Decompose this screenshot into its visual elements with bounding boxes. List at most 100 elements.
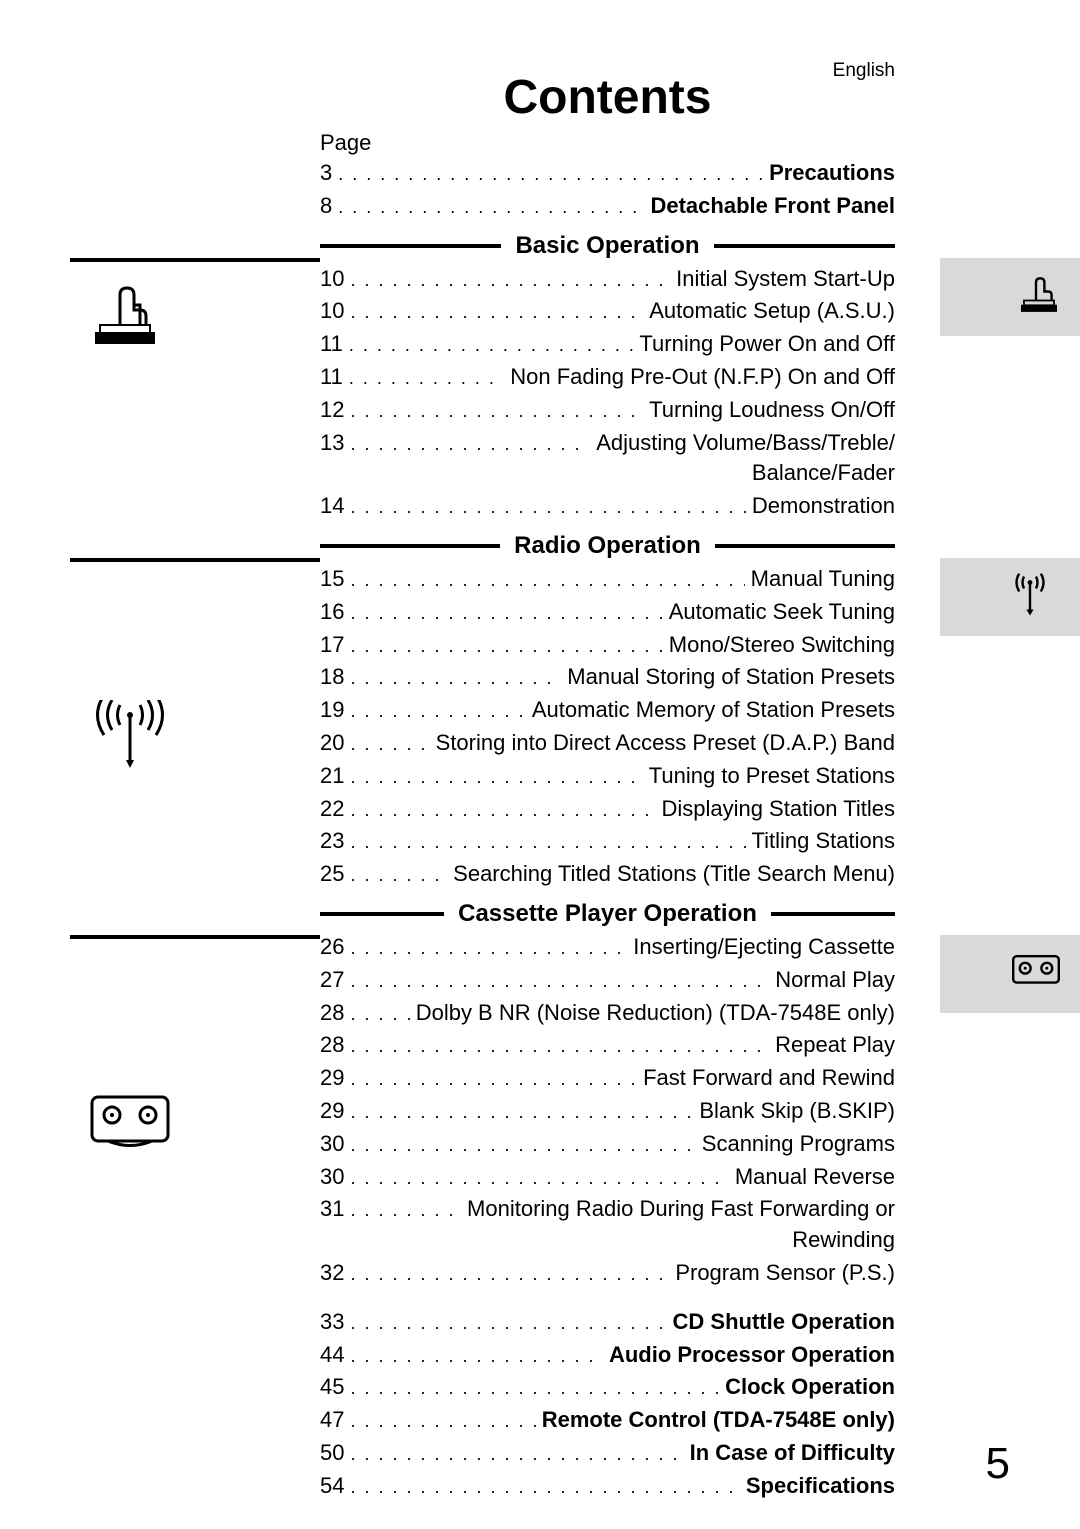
toc-title: In Case of Difficulty (684, 1438, 895, 1469)
divider-ext-basic (70, 258, 320, 262)
toc-dots: . . . . . . . . . . . . . . . . . . . . … (350, 1166, 728, 1191)
toc-dots: . . . . . . . . . . . . . . . . . . . . … (350, 1442, 683, 1467)
side-tab-cassette (940, 935, 1080, 1013)
toc-dots: . . . . . . . . . . . . . . . . . . . . … (350, 1475, 739, 1500)
toc-title: Fast Forward and Rewind (637, 1063, 895, 1094)
toc-dots: . . . . . . . . . . . . . . . . . . . . … (350, 432, 590, 457)
toc-dots: . . . . . . . . . . . . . . . . . . . . … (350, 936, 627, 961)
toc-title: Tuning to Preset Stations (643, 761, 895, 792)
page-title: Contents (320, 70, 895, 125)
toc-page-number: 29 (320, 1063, 350, 1094)
section-heading: Cassette Player Operation (444, 900, 771, 928)
toc-dots: . . . . . . . . . . . . . . . . . . . . … (350, 1376, 719, 1401)
toc-title: Precautions (763, 158, 895, 189)
divider-ext-radio (70, 558, 320, 562)
toc-title: Inserting/Ejecting Cassette (627, 932, 895, 963)
toc-title: Turning Loudness On/Off (643, 395, 895, 426)
toc-dots: . . . . . . . . . . . . . . . . . . . . … (350, 268, 670, 293)
toc-page-number: 16 (320, 597, 350, 628)
toc-title: Remote Control (TDA-7548E only) (536, 1405, 895, 1436)
section-divider: Cassette Player Operation (320, 900, 895, 928)
toc-dots: . . . . . . . . . . . . . . . . . . . . … (350, 1002, 409, 1027)
toc-dots: . . . . . . . . . . . . . . . . . . . . … (350, 601, 662, 626)
toc-page-number: 20 (320, 728, 350, 759)
toc-entry: 47. . . . . . . . . . . . . . . . . . . … (320, 1405, 895, 1436)
toc-dots: . . . . . . . . . . . . . . . . . . . . … (350, 634, 662, 659)
toc-page-number: 19 (320, 695, 350, 726)
toc-title: Titling Stations (746, 826, 895, 857)
toc-entry: 23. . . . . . . . . . . . . . . . . . . … (320, 826, 895, 857)
toc-page-number: 54 (320, 1471, 350, 1502)
toc-dots: . . . . . . . . . . . . . . . . . . . . … (350, 699, 525, 724)
toc-dots: . . . . . . . . . . . . . . . . . . . . … (350, 1100, 693, 1125)
toc-entry: 20. . . . . . . . . . . . . . . . . . . … (320, 728, 895, 759)
toc-title: Automatic Setup (A.S.U.) (643, 296, 895, 327)
toc-entry: 14. . . . . . . . . . . . . . . . . . . … (320, 491, 895, 522)
toc-entry: 21. . . . . . . . . . . . . . . . . . . … (320, 761, 895, 792)
toc-dots: . . . . . . . . . . . . . . . . . . . . … (350, 300, 643, 325)
toc-entry: 13. . . . . . . . . . . . . . . . . . . … (320, 428, 895, 490)
toc-title: Mono/Stereo Switching (663, 630, 895, 661)
toc-entry: 11. . . . . . . . . . . . . . . . . . . … (320, 329, 895, 360)
toc-page-number: 26 (320, 932, 350, 963)
toc-page-number: 23 (320, 826, 350, 857)
toc-title: Dolby B NR (Noise Reduction) (TDA-7548E … (410, 998, 895, 1029)
toc-dots: . . . . . . . . . . . . . . . . . . . . … (350, 1344, 602, 1369)
toc-entry: 12. . . . . . . . . . . . . . . . . . . … (320, 395, 895, 426)
toc-page-number: 44 (320, 1340, 350, 1371)
toc-page-number: 30 (320, 1129, 350, 1160)
toc-page-number: 21 (320, 761, 350, 792)
toc-title: Clock Operation (719, 1372, 895, 1403)
section-heading: Basic Operation (501, 232, 713, 260)
hand-press-icon (1018, 274, 1060, 321)
toc-title: Manual Storing of Station Presets (561, 662, 895, 693)
divider-bar (715, 544, 895, 548)
section-heading: Radio Operation (500, 532, 715, 560)
language-label: English (833, 60, 895, 82)
toc-entry: 28. . . . . . . . . . . . . . . . . . . … (320, 998, 895, 1029)
toc-dots: . . . . . . . . . . . . . . . . . . . . … (349, 366, 504, 391)
toc-page-number: 27 (320, 965, 350, 996)
toc-page-number: 8 (320, 191, 338, 222)
toc-dots: . . . . . . . . . . . . . . . . . . . . … (350, 1133, 695, 1158)
toc-entry: 26. . . . . . . . . . . . . . . . . . . … (320, 932, 895, 963)
page: English Contents Page 3. . . . . . . . .… (0, 0, 1080, 1529)
divider-bar (320, 244, 501, 248)
hand-press-icon-main (90, 280, 160, 355)
toc-entry: 8. . . . . . . . . . . . . . . . . . . .… (320, 191, 895, 222)
toc-entry: 33. . . . . . . . . . . . . . . . . . . … (320, 1307, 895, 1338)
cassette-icon (1012, 955, 1060, 993)
toc-page-number: 47 (320, 1405, 350, 1436)
toc-page-number: 3 (320, 158, 338, 189)
content-column: English Contents Page 3. . . . . . . . .… (320, 60, 895, 1503)
toc-title: Automatic Seek Tuning (663, 597, 895, 628)
toc-page-number: 11 (320, 329, 349, 360)
toc-title: Automatic Memory of Station Presets (526, 695, 895, 726)
toc-dots: . . . . . . . . . . . . . . . . . . . . … (350, 798, 655, 823)
toc-page-number: 45 (320, 1372, 350, 1403)
toc-dots: . . . . . . . . . . . . . . . . . . . . … (350, 732, 429, 757)
divider-bar (771, 912, 895, 916)
toc-entry: 45. . . . . . . . . . . . . . . . . . . … (320, 1372, 895, 1403)
toc-title: Specifications (740, 1471, 895, 1502)
toc-dots: . . . . . . . . . . . . . . . . . . . . … (338, 162, 763, 187)
toc-page-number: 28 (320, 998, 350, 1029)
toc-title: Manual Tuning (745, 564, 895, 595)
toc-title: Initial System Start-Up (670, 264, 895, 295)
toc-dots: . . . . . . . . . . . . . . . . . . . . … (350, 1409, 535, 1434)
toc-dots: . . . . . . . . . . . . . . . . . . . . … (350, 568, 744, 593)
toc-page-number: 32 (320, 1258, 350, 1289)
toc-page-number: 31 (320, 1194, 350, 1225)
toc-entry: 10. . . . . . . . . . . . . . . . . . . … (320, 296, 895, 327)
toc-dots: . . . . . . . . . . . . . . . . . . . . … (350, 495, 745, 520)
toc-dots: . . . . . . . . . . . . . . . . . . . . … (350, 1067, 637, 1092)
toc-title: Storing into Direct Access Preset (D.A.P… (430, 728, 895, 759)
toc-entry: 11. . . . . . . . . . . . . . . . . . . … (320, 362, 895, 393)
toc-dots: . . . . . . . . . . . . . . . . . . . . … (350, 830, 745, 855)
page-label: Page (320, 130, 895, 156)
toc-entry: 16. . . . . . . . . . . . . . . . . . . … (320, 597, 895, 628)
toc-entry: 29. . . . . . . . . . . . . . . . . . . … (320, 1063, 895, 1094)
toc-page-number: 22 (320, 794, 350, 825)
toc-entry: 31. . . . . . . . . . . . . . . . . . . … (320, 1194, 895, 1256)
toc-title: Blank Skip (B.SKIP) (693, 1096, 895, 1127)
